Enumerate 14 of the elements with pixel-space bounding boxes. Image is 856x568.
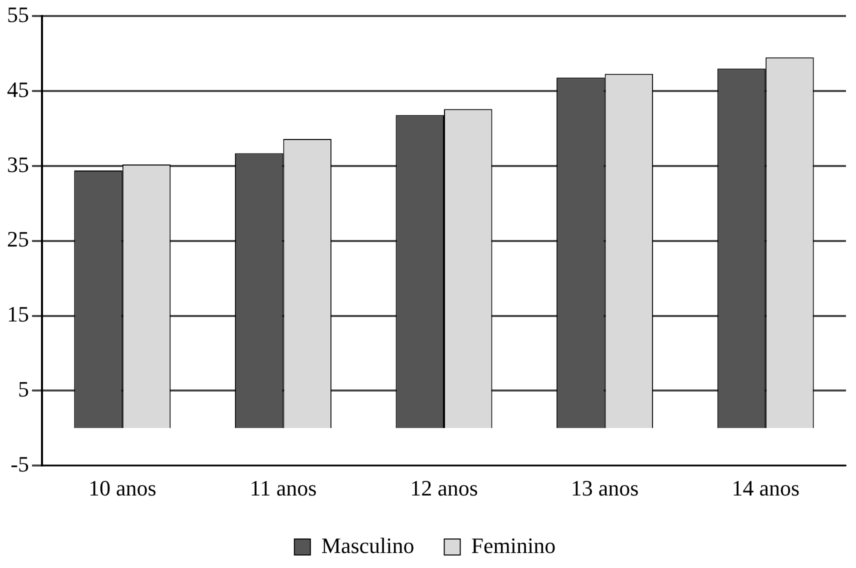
x-tick-label: 12 anos <box>410 476 478 501</box>
x-tick-label: 13 anos <box>570 476 639 501</box>
legend-label: Feminino <box>471 532 556 558</box>
legend-label: Masculino <box>321 532 414 558</box>
y-tick-label: 45 <box>7 76 29 102</box>
x-tick-label: 14 anos <box>732 476 800 501</box>
y-tick-label: 5 <box>18 376 29 402</box>
y-tick-label: 15 <box>7 302 29 327</box>
x-tick-label: 11 anos <box>250 476 317 501</box>
y-tick-label: 25 <box>7 226 29 252</box>
y-tick-label: 35 <box>7 152 29 177</box>
y-tick-label: 55 <box>7 2 29 27</box>
x-tick-label: 10 anos <box>88 476 156 501</box>
y-tick-label: -5 <box>10 451 29 476</box>
